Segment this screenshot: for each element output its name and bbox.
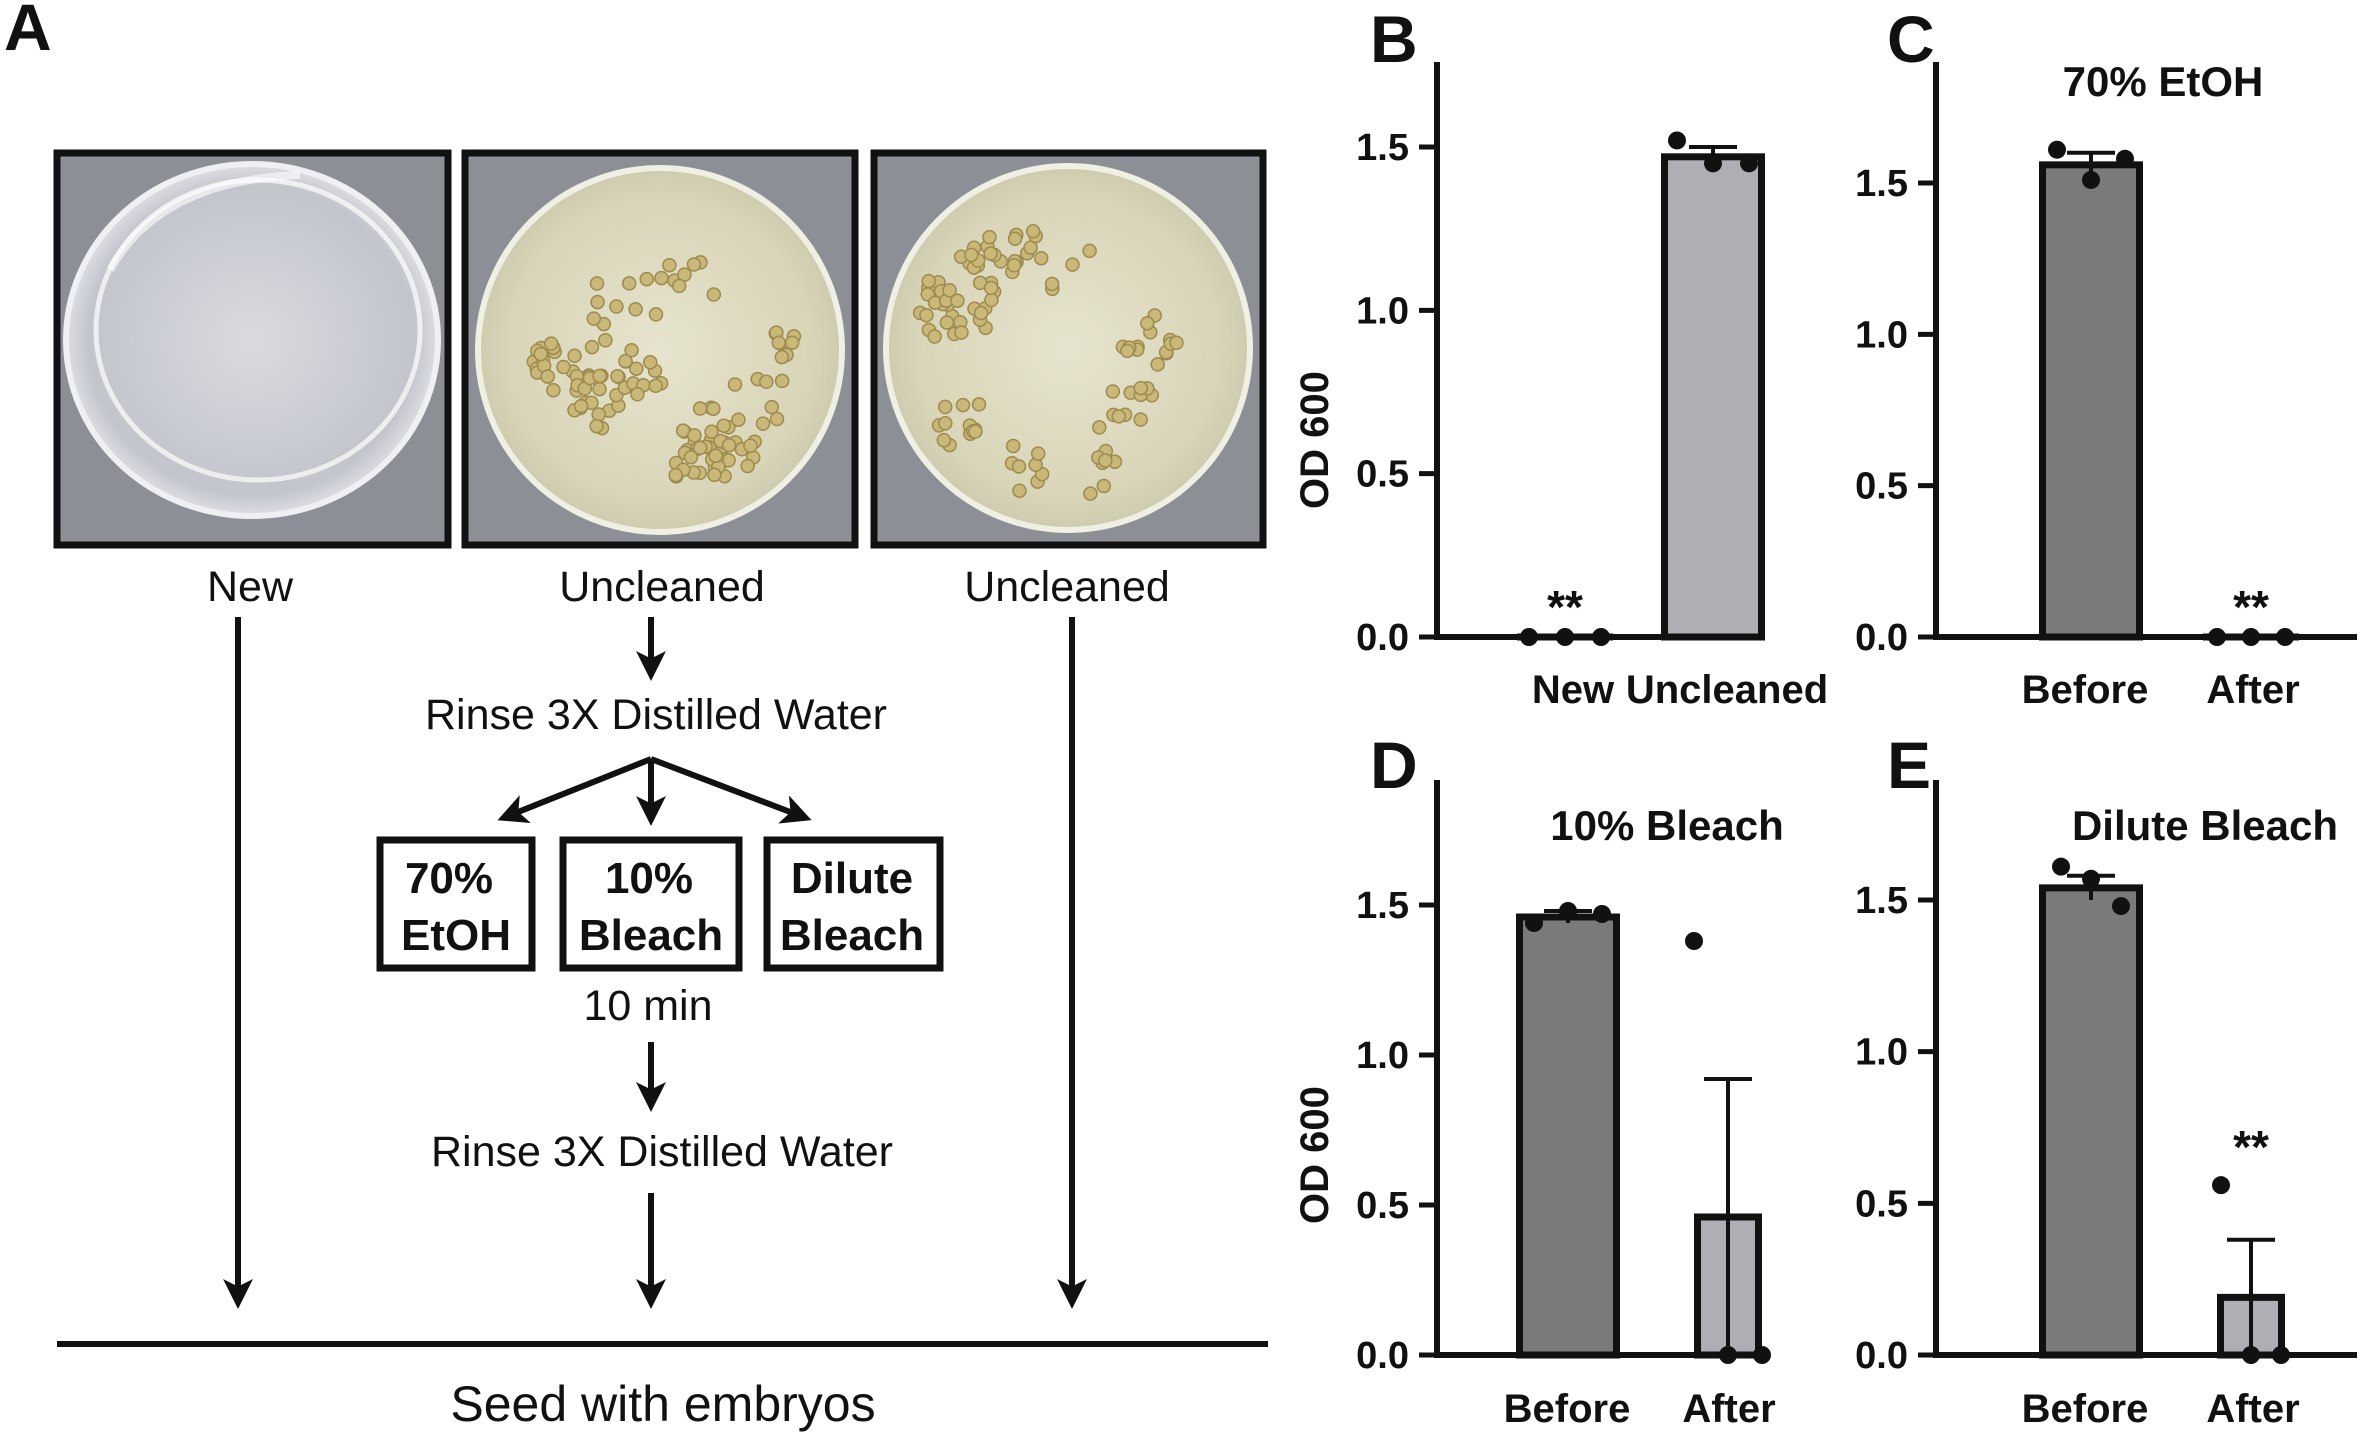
data-point	[1525, 914, 1543, 932]
chart-panel-e: E Dilute Bleach 0.0 0.5 1.0 1.5 Before ** After	[1855, 728, 2357, 1431]
y-tick-label: 0.5	[1356, 454, 1409, 496]
y-tick-label: 0.5	[1356, 1185, 1409, 1227]
data-point	[2242, 628, 2260, 646]
charts: B OD 600 0.0 0.5 1.0 1.5 ** New Uncleaned C 70% Et…	[1293, 2, 2357, 1431]
data-point	[1740, 154, 1758, 173]
data-point	[1704, 154, 1722, 173]
significance-marker: **	[2233, 1121, 2269, 1173]
treatment-dilute-line1: Dilute	[791, 854, 913, 903]
data-point	[2116, 149, 2134, 168]
data-point	[1520, 628, 1538, 646]
step-rinse-2: Rinse 3X Distilled Water	[431, 1128, 893, 1176]
bar-before	[2039, 884, 2143, 1359]
treatment-etoh-line1: 70%	[405, 854, 493, 903]
y-tick-label: 1.5	[1356, 885, 1409, 927]
y-axis-label: OD 600	[1293, 1086, 1337, 1224]
panel-letter-b: B	[1370, 2, 1418, 76]
data-point	[1753, 1346, 1771, 1364]
category-label-uncleaned: Uncleaned	[1626, 668, 1828, 712]
photo-label-uncleaned-1: Uncleaned	[559, 563, 765, 611]
panel-letter-c: C	[1887, 2, 1935, 76]
category-label-after: After	[2206, 668, 2299, 712]
chart-title: 70% EtOH	[2063, 58, 2264, 105]
data-point	[1556, 628, 1574, 646]
photo-label-new: New	[207, 563, 294, 611]
y-tick-label: 1.0	[1356, 290, 1409, 332]
treatment-bleach-line1: 10%	[605, 854, 693, 903]
data-point	[2112, 897, 2130, 916]
bar-before	[2039, 161, 2143, 641]
chart-panel-c: C 70% EtOH 0.0 0.5 1.0 1.5 Before ** After	[1855, 2, 2357, 712]
bar-before	[1516, 913, 1620, 1359]
y-tick-label: 0.0	[1356, 617, 1409, 659]
category-label-new: New	[1532, 668, 1615, 712]
y-tick-label: 0.0	[1855, 617, 1908, 659]
data-point	[1719, 1346, 1737, 1364]
arrow-branch-left	[497, 756, 653, 824]
data-point	[2082, 170, 2100, 189]
data-point	[1593, 905, 1611, 923]
treatment-box-etoh: 70% EtOH	[376, 836, 536, 972]
data-point	[2276, 628, 2294, 646]
duration-label: 10 min	[583, 982, 712, 1030]
bar-uncleaned	[1661, 153, 1765, 641]
data-point	[2082, 869, 2100, 888]
significance-marker: **	[1547, 581, 1583, 633]
data-point	[2242, 1346, 2260, 1364]
significance-marker: **	[2233, 581, 2269, 633]
y-tick-label: 0.5	[1855, 1183, 1908, 1225]
panel-a: A New Uncleaned Uncleaned Rinse 3X Dist	[4, 0, 1268, 1432]
y-tick-label: 1.0	[1855, 1032, 1908, 1074]
panel-letter-d: D	[1370, 728, 1418, 802]
panel-letter-e: E	[1887, 728, 1931, 802]
final-step-label: Seed with embryos	[450, 1376, 875, 1432]
treatment-bleach-line2: Bleach	[579, 911, 723, 960]
y-tick-label: 1.5	[1356, 127, 1409, 169]
data-point	[1668, 131, 1686, 150]
photo-uncleaned-dish-1	[461, 149, 859, 549]
chart-panel-b: B OD 600 0.0 0.5 1.0 1.5 ** New Uncleaned	[1293, 2, 1828, 712]
step-rinse-1: Rinse 3X Distilled Water	[425, 691, 887, 739]
treatment-box-dilute-bleach: Dilute Bleach	[763, 836, 944, 972]
data-point	[2272, 1346, 2290, 1364]
panel-a-letter: A	[4, 0, 52, 64]
y-tick-label: 0.5	[1855, 466, 1908, 508]
data-point	[2212, 1176, 2230, 1195]
data-point	[2052, 857, 2070, 876]
y-tick-label: 1.0	[1356, 1035, 1409, 1077]
data-point	[1559, 902, 1577, 920]
chart-title: Dilute Bleach	[2072, 802, 2338, 849]
data-point	[1685, 932, 1703, 950]
data-point	[1592, 628, 1610, 646]
treatment-box-bleach: 10% Bleach	[559, 836, 743, 972]
category-label-after: After	[1682, 1387, 1775, 1431]
treatment-dilute-line2: Bleach	[780, 911, 924, 960]
y-tick-label: 0.0	[1855, 1335, 1908, 1377]
y-tick-label: 0.0	[1356, 1335, 1409, 1377]
photo-uncleaned-dish-2	[870, 149, 1267, 549]
category-label-after: After	[2206, 1387, 2299, 1431]
category-label-before: Before	[2022, 1387, 2149, 1431]
y-axis-label: OD 600	[1293, 371, 1337, 509]
y-tick-label: 1.0	[1855, 314, 1908, 356]
chart-title: 10% Bleach	[1550, 802, 1783, 849]
category-label-before: Before	[1504, 1387, 1631, 1431]
y-tick-label: 1.5	[1855, 163, 1908, 205]
photo-new-dish	[53, 149, 452, 549]
arrow-branch-right	[649, 756, 812, 824]
chart-panel-d: D 10% Bleach OD 600 0.0 0.5 1.0 1.5 Before After	[1293, 728, 1784, 1431]
data-point	[2208, 628, 2226, 646]
category-label-before: Before	[2022, 668, 2149, 712]
treatment-etoh-line2: EtOH	[401, 911, 511, 960]
data-point	[2048, 140, 2066, 159]
y-tick-label: 1.5	[1855, 880, 1908, 922]
photo-label-uncleaned-2: Uncleaned	[964, 563, 1170, 611]
